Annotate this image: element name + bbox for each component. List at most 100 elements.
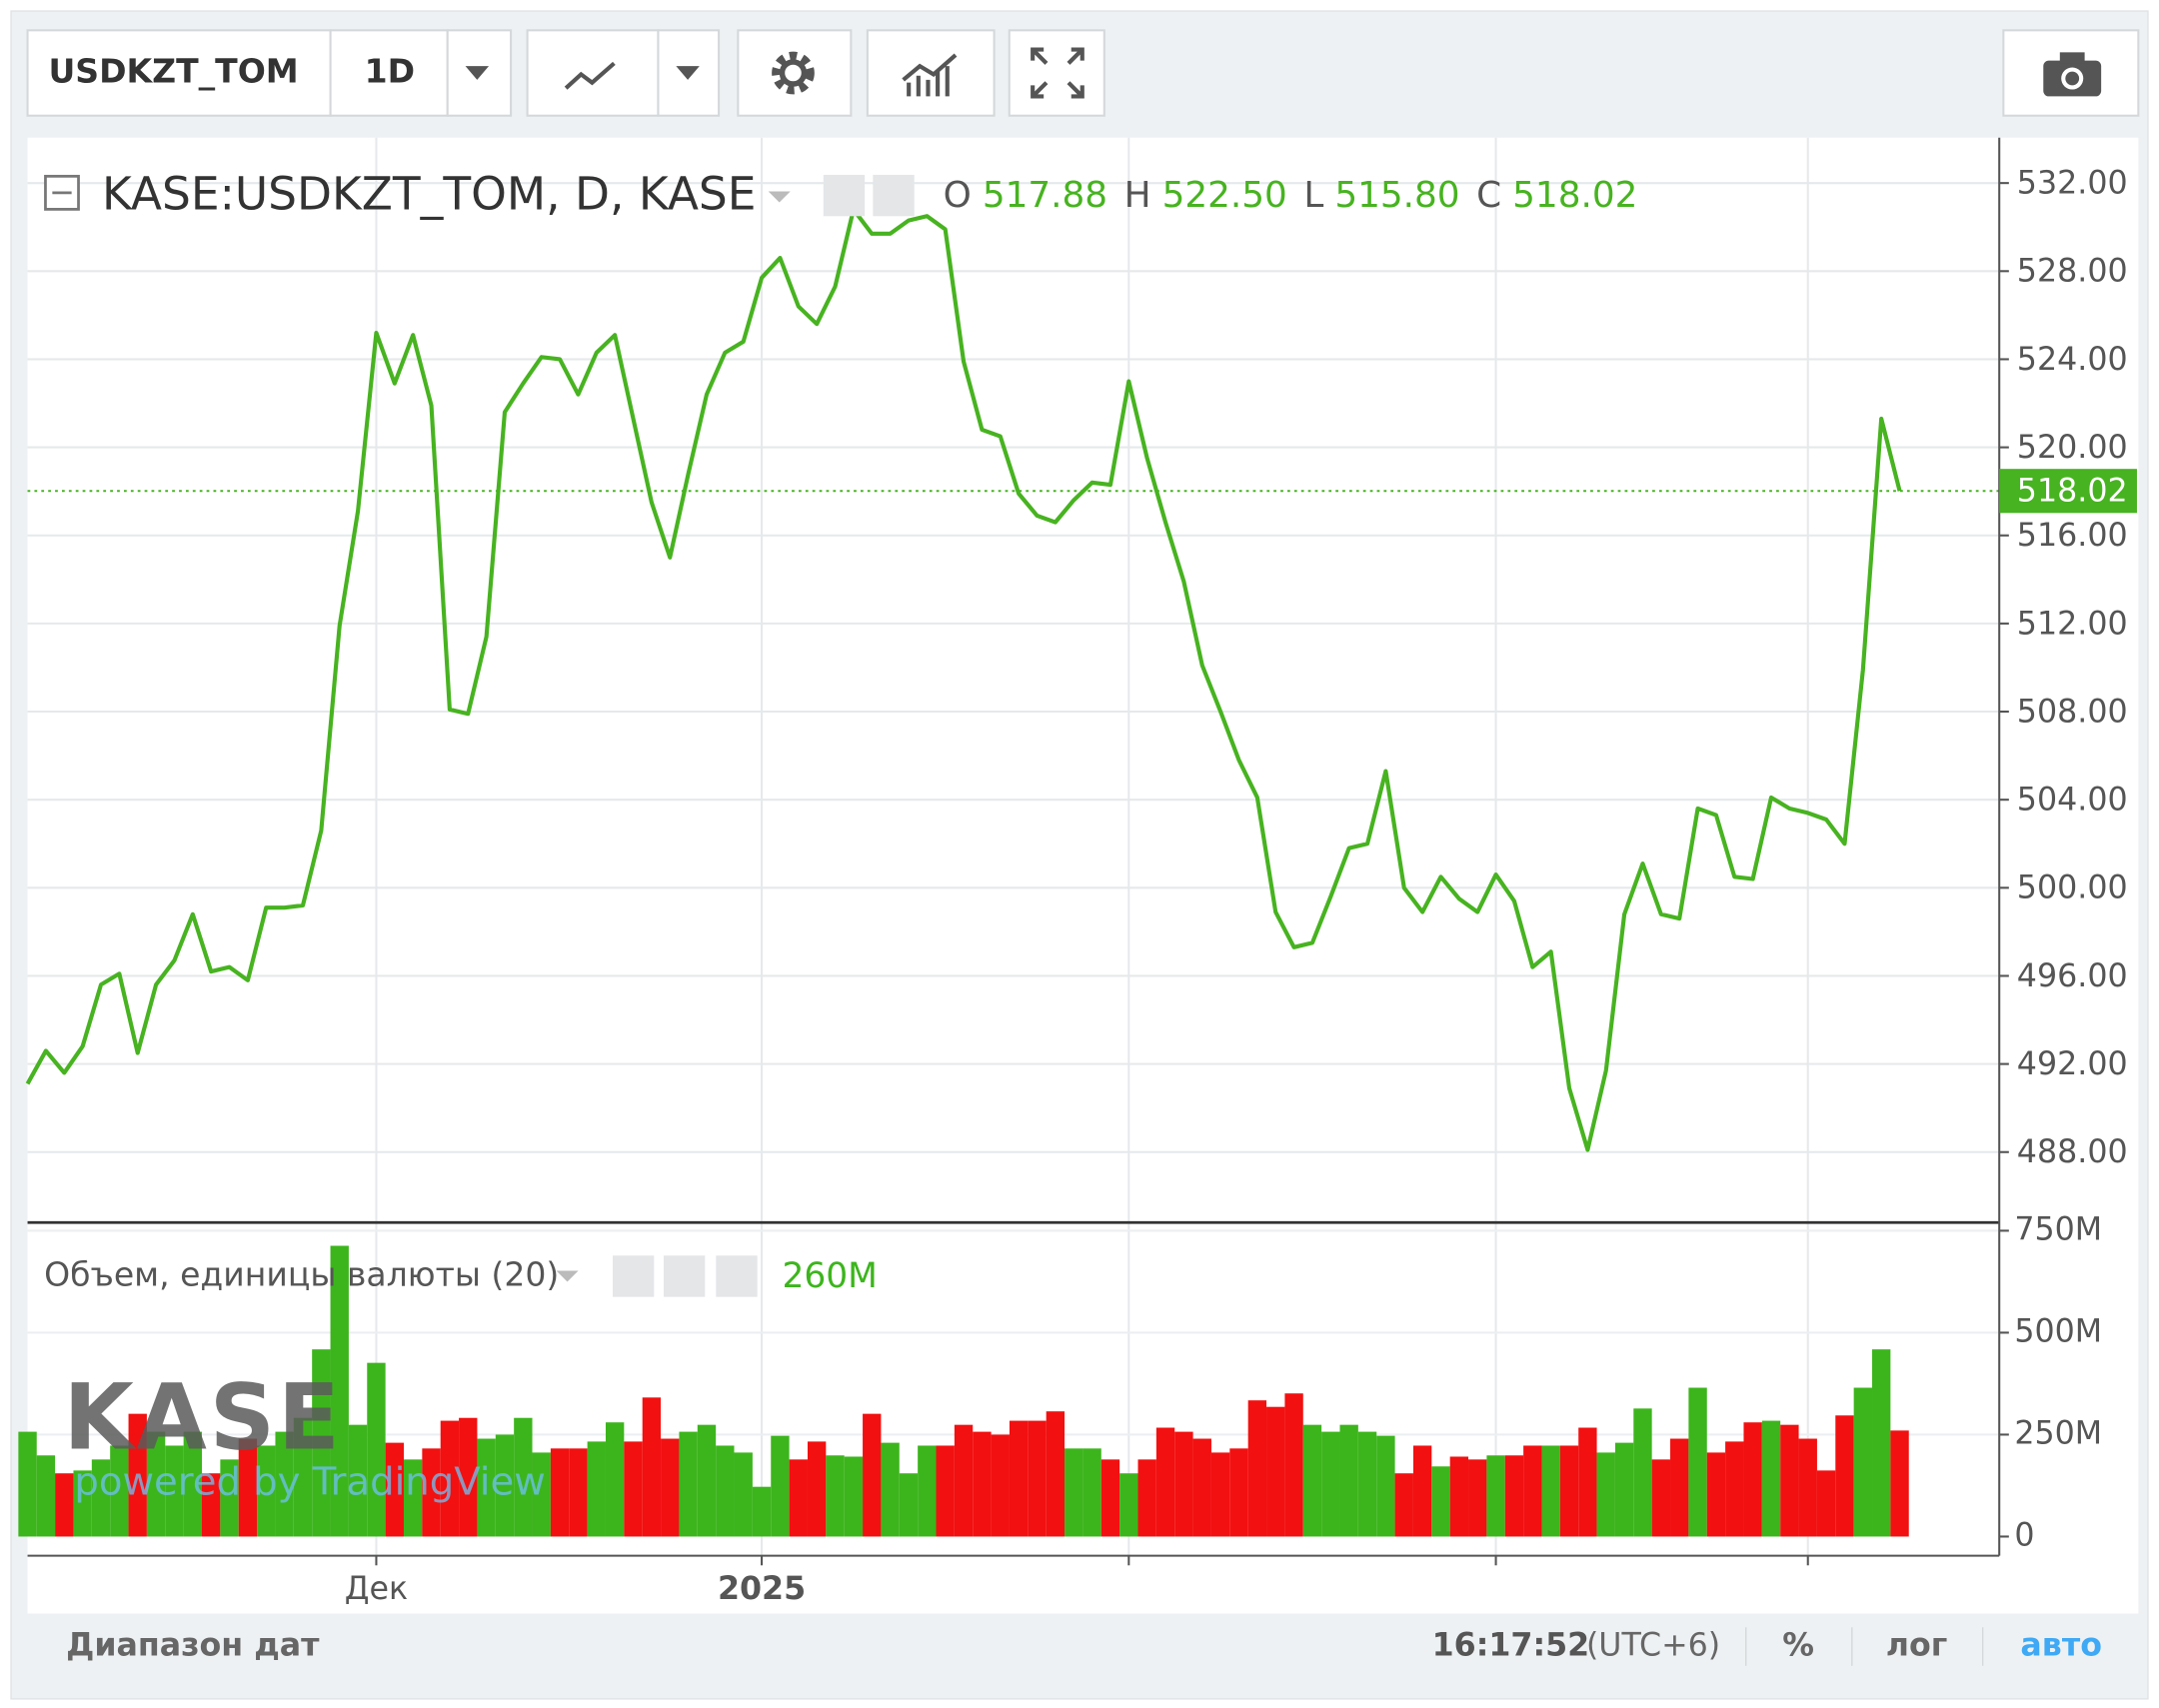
volume-bar <box>807 1441 827 1537</box>
volume-bar <box>771 1435 790 1537</box>
volume-bar <box>459 1417 478 1537</box>
volume-bar <box>1082 1448 1101 1537</box>
volume-bar <box>165 1445 184 1537</box>
clock: 16:17:52 <box>1432 1628 1590 1664</box>
volume-bar <box>918 1445 937 1537</box>
volume-bar <box>1614 1442 1634 1537</box>
volume-bar <box>110 1445 129 1537</box>
chart-type-dropdown[interactable] <box>657 29 721 117</box>
last-value-label: 518.02 <box>2017 474 2128 510</box>
y-tick-label: 500M <box>2014 1313 2102 1349</box>
volume-bar <box>569 1448 588 1537</box>
volume-bar <box>899 1473 919 1537</box>
volume-bar <box>440 1420 460 1537</box>
volume-title: Объем, единицы валюты (20) <box>44 1254 559 1293</box>
y-tick-label: 532.00 <box>2017 166 2128 202</box>
volume-bar <box>146 1431 166 1537</box>
volume-bar <box>385 1442 404 1537</box>
volume-bar <box>1688 1387 1707 1537</box>
chart-type-button[interactable] <box>526 29 660 117</box>
dropdown-arrow <box>465 66 490 80</box>
x-tick-label: 2025 <box>718 1571 806 1607</box>
volume-bar <box>1431 1466 1450 1537</box>
volume-bar <box>1725 1441 1744 1537</box>
volume-bar <box>275 1431 294 1537</box>
volume-bar <box>1192 1438 1211 1537</box>
volume-bar <box>1761 1420 1781 1537</box>
volume-bar <box>514 1417 533 1537</box>
volume-bar <box>128 1413 147 1537</box>
volume-bar <box>863 1413 882 1537</box>
volume-bar <box>1394 1473 1413 1537</box>
volume-bar <box>844 1456 864 1537</box>
camera-icon <box>2065 71 2080 86</box>
settings-button[interactable] <box>873 174 915 217</box>
volume-bar <box>1559 1445 1579 1537</box>
line-icon <box>564 61 616 90</box>
volume-bar <box>1100 1459 1120 1537</box>
volume-bar <box>36 1455 56 1537</box>
volume-bar <box>734 1452 753 1537</box>
visibility-button[interactable] <box>613 1255 655 1297</box>
collapse-button[interactable] <box>44 174 80 211</box>
volume-bar <box>716 1445 735 1537</box>
volume-bar <box>1449 1456 1469 1537</box>
volume-bar <box>1357 1431 1377 1537</box>
y-tick-label: 488.00 <box>2017 1134 2128 1170</box>
volume-bar <box>183 1431 202 1537</box>
volume-bar <box>55 1473 74 1537</box>
log-toggle[interactable]: лог <box>1886 1628 1948 1664</box>
volume-bar <box>348 1424 368 1537</box>
volume-bar <box>18 1431 37 1537</box>
ohlc-key: L <box>1303 175 1323 216</box>
volume-bar <box>1119 1473 1138 1537</box>
volume-bar <box>954 1424 974 1537</box>
volume-bar <box>1486 1455 1505 1537</box>
symbol[interactable]: USDKZT_TOM <box>48 52 298 91</box>
volume-bar <box>1816 1470 1836 1537</box>
x-tick-label: Дек <box>345 1571 408 1607</box>
indicators-icon <box>902 53 958 97</box>
volume-bar <box>238 1438 258 1537</box>
volume-bar <box>312 1349 331 1537</box>
auto-toggle[interactable]: авто <box>2020 1628 2102 1664</box>
timezone[interactable]: (UTC+6) <box>1586 1628 1720 1664</box>
volume-bar <box>642 1397 662 1537</box>
settings-button[interactable] <box>737 29 853 117</box>
footer <box>27 1613 2139 1680</box>
percent-toggle[interactable]: % <box>1782 1628 1814 1664</box>
volume-bar <box>752 1486 772 1537</box>
volume-bar <box>403 1459 423 1537</box>
y-tick-label: 528.00 <box>2017 254 2128 290</box>
volume-bar <box>1780 1424 1799 1537</box>
last-value-tag <box>1999 469 2137 514</box>
volume-bar <box>1210 1452 1230 1537</box>
volume-bar <box>495 1434 515 1537</box>
y-tick-label: 500.00 <box>2017 870 2128 906</box>
volume-bar <box>1302 1424 1322 1537</box>
volume-bar <box>1872 1349 1891 1537</box>
date-range[interactable]: Диапазон дат <box>66 1628 320 1664</box>
volume-bar <box>1046 1411 1066 1537</box>
settings-button[interactable] <box>663 1255 706 1297</box>
volume-bar <box>73 1470 92 1537</box>
volume-bar <box>1504 1455 1524 1537</box>
volume-bar <box>220 1459 239 1537</box>
ohlc-value: 518.02 <box>1512 175 1637 216</box>
visibility-button[interactable] <box>823 174 866 217</box>
volume-bar <box>1743 1422 1762 1537</box>
y-tick-label: 496.00 <box>2017 958 2128 994</box>
interval[interactable]: 1D <box>365 52 415 91</box>
ohlc-value: 517.88 <box>983 175 1107 216</box>
series-title: KASE:USDKZT_TOM, D, KASE <box>102 167 757 220</box>
remove-button[interactable] <box>716 1255 758 1297</box>
volume-bar <box>1174 1431 1193 1537</box>
fullscreen-button[interactable] <box>1008 29 1105 117</box>
y-tick-label: 504.00 <box>2017 783 2128 819</box>
volume-bar <box>1376 1435 1395 1537</box>
ohlc-key: H <box>1124 175 1151 216</box>
symbol-button[interactable] <box>26 29 332 117</box>
volume-bar <box>1523 1445 1542 1537</box>
